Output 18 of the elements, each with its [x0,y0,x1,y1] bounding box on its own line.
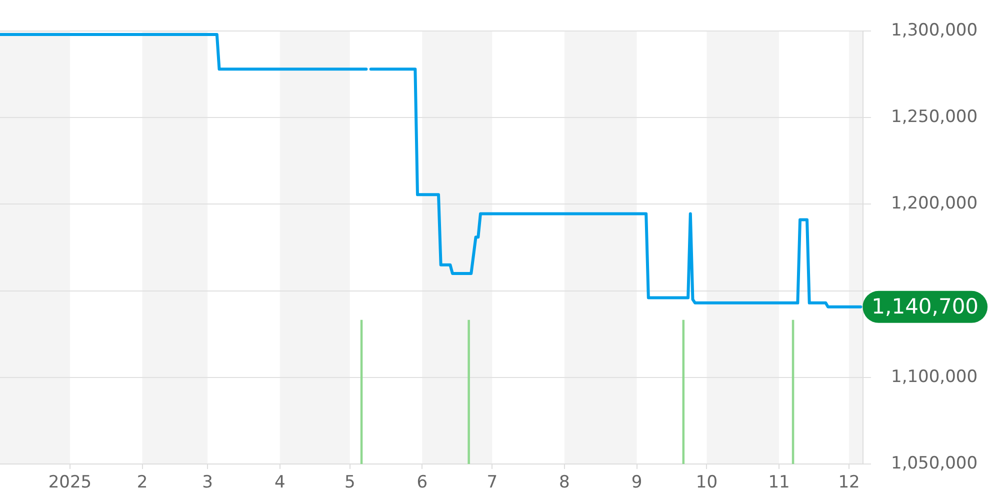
y-tick-label: 1,100,000 [891,366,978,387]
x-tick-label: 3 [202,472,213,493]
y-tick-label: 1,200,000 [891,194,978,214]
x-tick-label: 4 [274,472,286,493]
x-tick-label: 11 [768,472,790,493]
x-tick-label: 12 [838,472,860,493]
x-tick-label: 2 [136,472,148,493]
annotation: 1,140,700 [872,294,979,318]
y-tick-label: 1,050,000 [891,453,978,474]
y-tick-label: 1,250,000 [891,107,978,128]
x-tick-label: 5 [344,472,356,493]
x-tick-label: 2025 [48,472,92,493]
x-tick-label: 9 [631,472,642,493]
x-tick-label: 6 [416,472,428,493]
x-tick-label: 7 [486,472,498,493]
x-tick-label: 10 [696,472,718,493]
x-tick-label: 8 [559,472,570,493]
y-tick-label: 1,300,000 [891,20,978,40]
